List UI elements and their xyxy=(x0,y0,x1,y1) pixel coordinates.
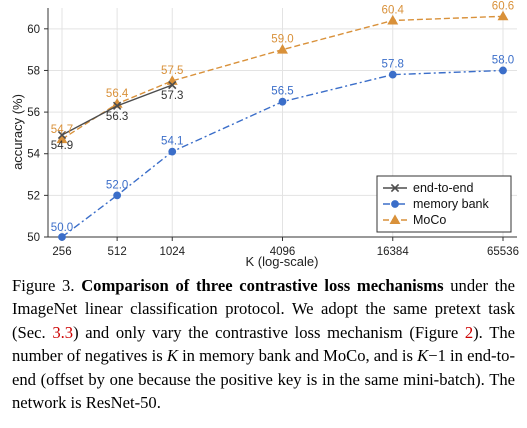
section-reference-link[interactable]: 3.3 xyxy=(52,322,74,342)
data-point-memory-bank xyxy=(278,97,287,106)
series-line-moco xyxy=(61,15,504,140)
y-tick-label: 58 xyxy=(27,65,40,77)
data-point-moco xyxy=(497,10,509,21)
data-point-moco xyxy=(387,14,399,25)
caption-text-3: ). The number of negatives is xyxy=(12,322,515,366)
data-label: 60.4 xyxy=(382,4,405,16)
legend-entry: end-to-end xyxy=(413,181,474,195)
data-label: 60.6 xyxy=(492,0,514,12)
y-axis-label: accuracy (%) xyxy=(10,94,25,170)
data-point-end-to-end xyxy=(57,130,67,140)
data-label: 54.9 xyxy=(51,140,73,152)
figure-reference-link[interactable]: 2 xyxy=(464,322,474,342)
math-var-k: K xyxy=(417,346,429,366)
data-point-memory-bank xyxy=(168,147,177,156)
axes xyxy=(44,8,517,241)
y-tick-label: 50 xyxy=(27,232,40,244)
y-tick-label: 60 xyxy=(27,24,40,36)
legend-entry: MoCo xyxy=(413,213,446,227)
y-tick-label: 52 xyxy=(27,190,40,202)
data-point-memory-bank xyxy=(113,191,122,200)
legend-marker xyxy=(390,183,400,193)
y-tick-label: 54 xyxy=(27,149,40,161)
x-tick-label: 4096 xyxy=(270,246,296,258)
data-point-moco xyxy=(56,133,68,144)
data-point-moco xyxy=(277,44,288,54)
data-label: 59.0 xyxy=(271,34,293,46)
legend-entry: memory bank xyxy=(413,197,489,211)
data-label: 54.1 xyxy=(161,136,183,148)
data-label: 56.5 xyxy=(271,86,293,98)
data-label: 58.0 xyxy=(492,54,514,66)
tick-labels: 256 512 1024 4096 16384 65536 50 52 54 56 58 60 xyxy=(27,24,519,258)
data-label: 54.7 xyxy=(51,124,73,136)
legend-marker xyxy=(391,200,399,208)
caption-text-1: under the ImageNet linear classification… xyxy=(12,276,516,342)
data-label: 57.3 xyxy=(161,90,183,102)
x-tick-label: 16384 xyxy=(377,246,410,258)
accuracy-chart: 256 512 1024 4096 16384 65536 50 52 54 56 58 60 K (… xyxy=(10,0,519,269)
y-tick-label: 56 xyxy=(27,107,40,119)
series-group xyxy=(56,10,509,241)
figure-caption: Figure 3. Comparison of three contrastiv… xyxy=(12,274,515,414)
legend-marker xyxy=(389,214,401,224)
data-label: 56.4 xyxy=(106,88,129,100)
data-label: 56.3 xyxy=(106,111,128,123)
data-point-end-to-end xyxy=(112,101,122,111)
math-var-k: K xyxy=(166,346,178,366)
data-labels-group: 54.9 56.3 57.3 50.0 52.0 54.1 56.5 57.8 58.0 54.7… xyxy=(51,0,514,234)
caption-title: Comparison of three contrastive loss mec… xyxy=(81,276,444,295)
x-tick-label: 256 xyxy=(52,246,71,258)
caption-text-5: −1 in end-to-end (offset by one because … xyxy=(12,346,515,413)
data-point-memory-bank xyxy=(388,70,397,79)
data-label: 50.0 xyxy=(51,222,73,234)
data-label: 52.0 xyxy=(106,179,128,191)
data-point-memory-bank xyxy=(58,233,66,241)
x-axis-label: K (log-scale) xyxy=(246,254,319,269)
x-tick-label: 1024 xyxy=(159,246,185,258)
legend: end-to-end memory bank MoCo xyxy=(376,175,512,233)
data-point-end-to-end xyxy=(168,80,177,90)
series-line-memory-bank xyxy=(61,69,504,238)
caption-text-2: ) and only vary the contrastive loss mec… xyxy=(73,322,465,342)
data-point-memory-bank xyxy=(499,66,507,75)
x-tick-label: 65536 xyxy=(487,246,519,258)
data-label: 57.5 xyxy=(161,65,183,77)
figure-label: Figure 3. xyxy=(12,276,75,295)
data-label: 57.8 xyxy=(382,59,404,71)
x-tick-label: 512 xyxy=(108,246,127,258)
caption-text-4: in memory bank and MoCo, and is xyxy=(177,346,418,366)
